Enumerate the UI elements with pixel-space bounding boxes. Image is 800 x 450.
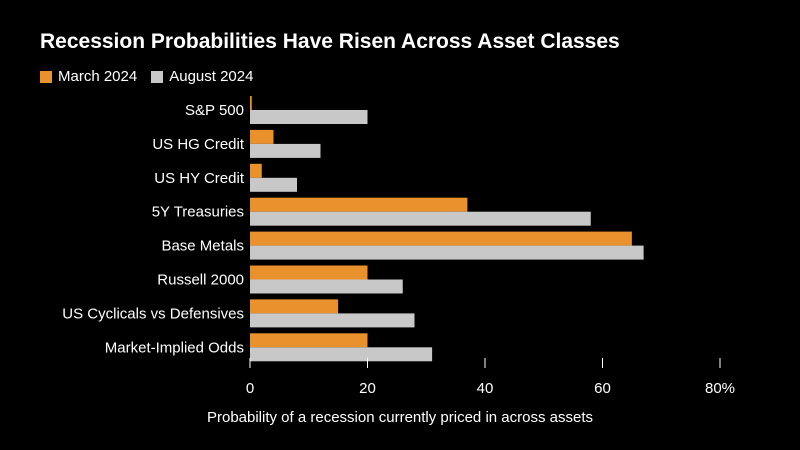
chart-title: Recession Probabilities Have Risen Acros…	[40, 30, 620, 53]
bar-march-2024	[250, 265, 368, 280]
category-label: US HY Credit	[154, 170, 245, 187]
x-tick-label: 20	[359, 380, 376, 397]
category-label: Base Metals	[161, 238, 244, 255]
legend-swatch-march	[40, 70, 52, 83]
bar-august-2024	[250, 211, 591, 226]
legend-item-march: March 2024	[40, 68, 137, 85]
bar-march-2024	[250, 231, 632, 246]
x-tick-label: 0	[246, 380, 254, 397]
bar-march-2024	[250, 333, 368, 348]
legend-label-august: August 2024	[169, 68, 254, 85]
bar-march-2024	[250, 299, 339, 314]
bar-august-2024	[250, 143, 321, 158]
category-label: S&P 500	[185, 102, 244, 119]
bar-august-2024	[250, 313, 415, 328]
bar-march-2024	[250, 197, 468, 212]
bar-august-2024	[250, 245, 644, 260]
bar-august-2024	[250, 279, 403, 294]
bar-march-2024	[250, 129, 274, 144]
bar-august-2024	[250, 347, 433, 362]
bar-august-2024	[250, 110, 368, 124]
x-tick-label: 80%	[705, 380, 735, 397]
x-tick-label: 40	[477, 380, 494, 397]
bar-march-2024	[250, 163, 262, 178]
category-label: US HG Credit	[152, 136, 245, 153]
legend-item-august: August 2024	[151, 68, 253, 85]
x-axis-label: Probability of a recession currently pri…	[207, 409, 593, 426]
legend: March 2024 August 2024	[40, 68, 253, 85]
category-label: Russell 2000	[157, 272, 244, 289]
legend-label-march: March 2024	[58, 68, 138, 85]
category-label: Market-Implied Odds	[105, 339, 244, 356]
category-label: 5Y Treasuries	[152, 204, 244, 221]
legend-swatch-august	[151, 70, 164, 83]
bar-march-2024	[250, 96, 252, 110]
bar-august-2024	[250, 177, 297, 192]
x-tick-label: 60	[594, 380, 611, 397]
category-label: US Cyclicals vs Defensives	[62, 305, 244, 322]
